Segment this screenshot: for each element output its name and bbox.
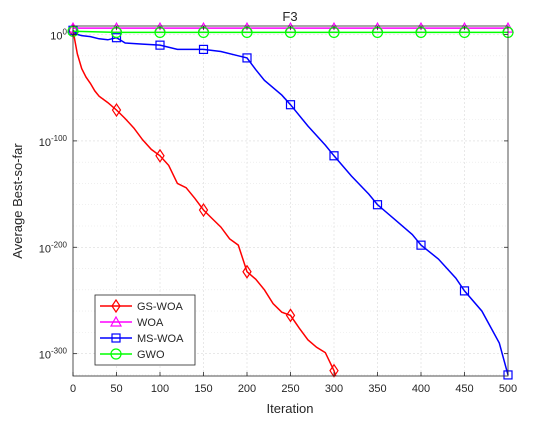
x-tick-label: 300 [325, 383, 343, 395]
series-ms-woa [68, 25, 513, 380]
legend-marker [110, 348, 122, 360]
x-axis-label: Iteration [267, 401, 314, 416]
x-tick-label: 500 [499, 383, 517, 395]
data-point [242, 264, 252, 279]
legend: GS-WOA WOA MS-WOA GWO [94, 294, 196, 366]
data-point [285, 308, 296, 323]
y-tick-label: 10-300 [39, 347, 68, 362]
data-point [242, 53, 252, 63]
data-point [416, 240, 426, 250]
series-line [72, 30, 508, 34]
data-point [155, 148, 165, 163]
series-layer [66, 21, 515, 380]
x-tick-label: 400 [412, 383, 430, 395]
y-tick-label: 100 [50, 28, 67, 43]
x-tick-label: 200 [238, 383, 256, 395]
legend-label: MS-WOA [137, 333, 184, 345]
legend-entry: GWO [100, 348, 165, 361]
series-line [72, 30, 337, 377]
data-point [111, 33, 122, 43]
x-tick-label: 0 [70, 383, 76, 395]
x-tick-label: 250 [281, 383, 299, 395]
chart-title: F3 [282, 9, 297, 24]
legend-marker [109, 315, 123, 327]
legend-label: GWO [137, 349, 165, 361]
data-point [285, 100, 296, 110]
x-tick-label: 450 [455, 383, 473, 395]
data-point [459, 286, 470, 296]
y-ticks: 100 10-100 10-200 10-300 [39, 28, 508, 362]
legend-label: WOA [137, 317, 164, 329]
legend-entry: GS-WOA [100, 298, 183, 314]
legend-marker [111, 298, 121, 314]
data-point [198, 44, 209, 55]
legend-marker [111, 333, 121, 343]
data-point [111, 102, 122, 118]
data-point [198, 202, 209, 218]
data-point [329, 151, 339, 161]
data-point [155, 40, 165, 50]
y-axis-label: Average Best-so-far [10, 143, 25, 259]
y-tick-label: 10-100 [39, 134, 68, 149]
data-point [372, 200, 383, 210]
y-tick-label: 10-200 [39, 240, 68, 255]
legend-entry: MS-WOA [100, 333, 184, 345]
x-tick-label: 150 [194, 383, 212, 395]
x-tick-label: 350 [368, 383, 386, 395]
legend-entry: WOA [100, 315, 164, 329]
x-tick-label: 100 [151, 383, 169, 395]
data-point [329, 363, 339, 378]
x-ticks: 0 50 100 150 200 250 300 350 400 450 500 [70, 26, 517, 395]
x-tick-label: 50 [110, 383, 122, 395]
legend-label: GS-WOA [137, 301, 183, 313]
